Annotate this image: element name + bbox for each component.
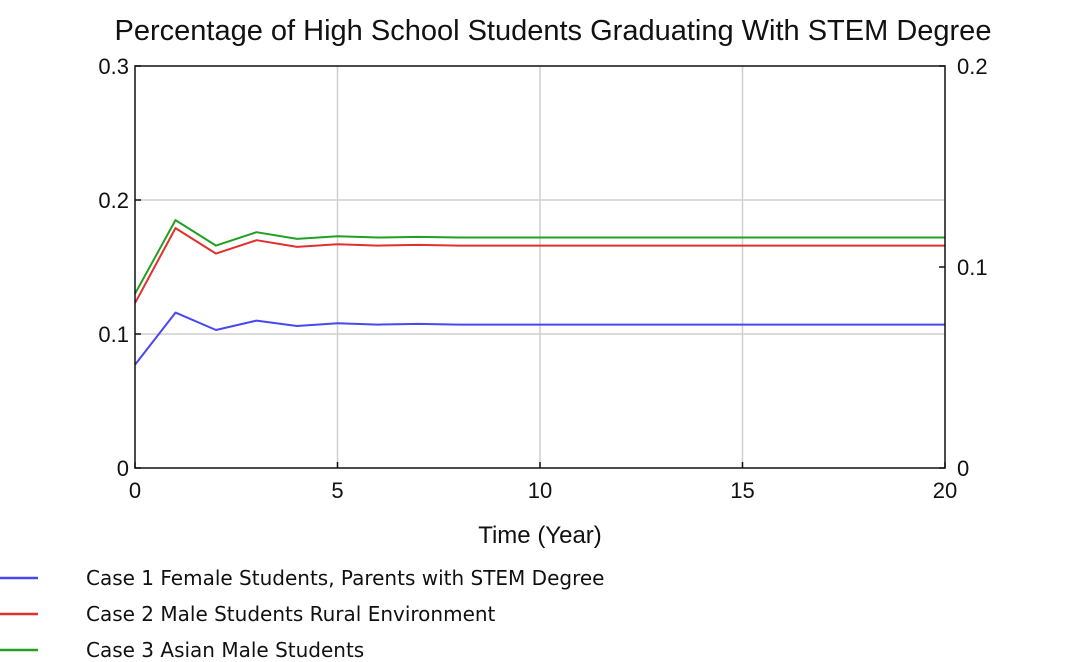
x-tick-label: 20	[933, 478, 957, 503]
grid-lines	[135, 66, 945, 468]
x-axis-label: Time (Year)	[478, 522, 602, 549]
right-y-tick-label: 0.1	[957, 255, 988, 280]
right-y-axis-ticks: 0 0.1 0.2	[939, 54, 988, 481]
x-axis-ticks: 0 5 10 15 20	[129, 462, 957, 503]
right-y-tick-label: 0	[957, 456, 969, 481]
x-tick-label: 10	[528, 478, 552, 503]
left-y-tick-label: 0.2	[98, 188, 129, 213]
legend-label-1: Case 1 Female Students, Parents with STE…	[86, 566, 604, 590]
legend-label-3: Case 3 Asian Male Students	[86, 638, 364, 662]
series-line-2	[134, 227, 945, 304]
legend: Case 1 Female Students, Parents with STE…	[0, 566, 604, 662]
x-tick-label: 0	[129, 478, 141, 503]
chart-title: Percentage of High School Students Gradu…	[115, 15, 992, 47]
left-y-tick-label: 0	[117, 456, 129, 481]
series-lines	[134, 219, 945, 366]
x-tick-label: 15	[730, 478, 754, 503]
series-line-1	[134, 311, 945, 366]
left-y-tick-label: 0.3	[98, 54, 129, 79]
legend-label-2: Case 2 Male Students Rural Environment	[86, 602, 496, 626]
right-y-tick-label: 0.2	[957, 54, 988, 79]
left-y-tick-label: 0.1	[98, 322, 129, 347]
series-line-3	[134, 219, 945, 295]
x-tick-label: 5	[331, 478, 343, 503]
left-y-axis-ticks: 0 0.1 0.2 0.3	[98, 54, 141, 481]
